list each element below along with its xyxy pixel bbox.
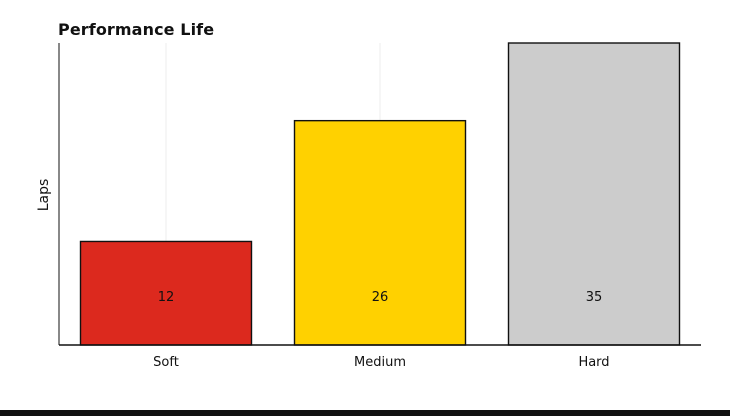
bar-soft	[79, 240, 253, 346]
y-axis-label: Laps	[36, 179, 52, 212]
bar-medium	[293, 119, 467, 346]
x-tick-labels: Soft Medium Hard	[153, 355, 609, 370]
data-label-soft: 12	[158, 290, 175, 305]
chart-title: Performance Life	[58, 20, 215, 39]
x-tick-label-medium: Medium	[354, 355, 406, 370]
x-tick-label-hard: Hard	[578, 355, 609, 370]
bars	[79, 42, 681, 346]
x-tick-label-soft: Soft	[153, 355, 179, 370]
bottom-divider	[0, 410, 730, 416]
data-labels: 12 26 35	[158, 290, 603, 305]
data-label-hard: 35	[586, 290, 603, 305]
data-label-medium: 26	[372, 290, 389, 305]
axes	[58, 43, 701, 346]
